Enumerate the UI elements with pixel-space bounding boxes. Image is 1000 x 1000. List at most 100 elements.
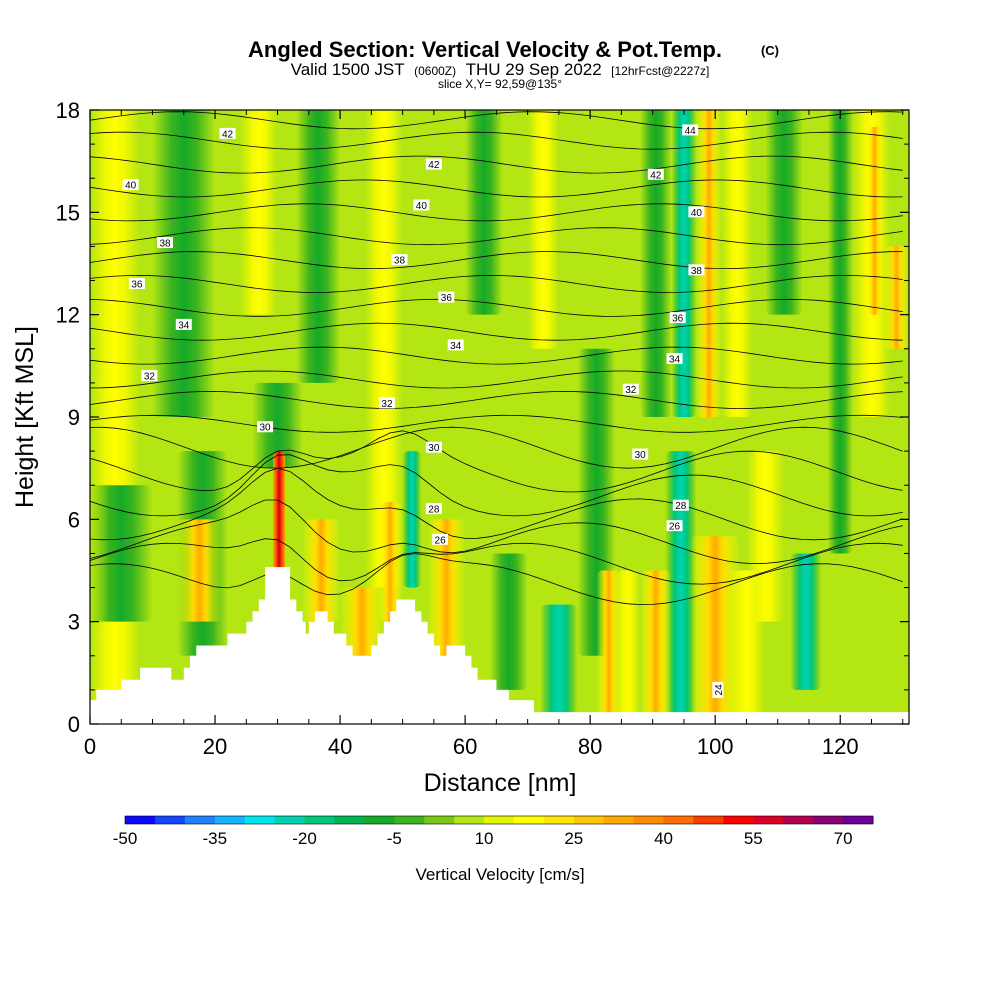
colorbar-frame [124,815,874,825]
velocity-cell [490,553,528,690]
contour-label-box [257,421,274,433]
velocity-cell [296,110,341,383]
theta-contours [90,111,903,606]
colorbar-swatch [723,816,754,824]
velocity-cell [727,570,766,714]
theta-contour-label: 26 [432,533,449,546]
velocity-cell [177,519,222,622]
theta-contour-label: 28 [425,503,442,516]
theta-contour-label: 36 [438,291,455,304]
contour-label-text: 38 [394,256,406,267]
y-tick-label: 12 [56,303,80,328]
theta-contour-label: 44 [682,124,699,137]
x-tick-label: 0 [84,734,96,759]
colorbar-swatch [454,816,485,824]
colorbar-swatch [513,816,545,824]
theta-contour-line [90,467,903,541]
theta-contour-line [90,298,903,317]
theta-contour-line [90,322,903,341]
theta-contour-label: 40 [122,179,139,192]
theta-contour-line [90,454,903,517]
velocity-cell [883,246,909,349]
colorbar-tick-label: 25 [564,829,583,848]
x-tick-label: 20 [203,734,227,759]
slice-label: slice X,Y= 92,59@135° [438,77,562,91]
contour-label-box [128,277,145,289]
x-tick-label: 100 [697,734,734,759]
contour-label-box [391,254,408,266]
theta-contour-line [90,346,903,365]
terrain [90,567,909,724]
theta-contour-label: 36 [128,277,145,290]
contour-label-box [622,383,639,395]
contour-label-text: 36 [672,314,684,325]
colorbar-swatch [184,816,216,824]
contour-label-text: 26 [435,535,447,546]
contour-label-text: 44 [685,126,697,137]
y-tick-label: 6 [68,507,80,532]
colorbar-swatch [603,816,635,824]
theta-contour-label: 42 [647,168,664,181]
contour-label-text: 38 [159,239,171,250]
contour-label-box [413,199,430,211]
velocity-cell [340,587,384,656]
contour-label-text: 36 [131,279,143,290]
theta-contour-line [90,179,903,198]
contour-label-box [157,237,174,249]
colorbar-swatch [843,816,874,824]
contour-label-box [666,520,683,532]
x-tick-label: 80 [578,734,602,759]
subtitle-date: THU 29 Sep 2022 [466,60,602,79]
colorbar-swatch [125,816,156,824]
theta-contour-label: 42 [425,158,442,171]
velocity-cell [640,570,672,714]
velocity-cell [527,110,559,349]
theta-contour-label: 30 [425,441,442,454]
theta-contour-line [90,274,903,293]
theta-contour-line [90,538,903,585]
theta-contour-label: 26 [666,520,683,533]
colorbar-swatch [753,816,784,824]
colorbar-tick-label: 40 [654,829,673,848]
contour-label-box [647,168,664,180]
contour-label-text: 30 [635,450,647,461]
theta-contour-label: 34 [175,318,192,331]
theta-contour-label: 28 [672,499,689,512]
contour-label-text: 28 [675,501,687,512]
theta-contour-label: 34 [447,339,464,352]
colorbar-swatch [244,816,276,824]
theta-contour-line [90,227,903,246]
subtitle-forecast: [12hrFcst@2227z] [611,64,709,78]
contour-label-box [688,206,705,218]
colorbar-swatch [663,816,694,824]
theta-contour-line [90,155,903,174]
colorbar-swatch [304,816,335,824]
contour-label-box [425,441,442,453]
velocity-cell [465,110,503,315]
contour-label-text: 30 [259,423,271,434]
theta-contour-label: 24 [712,681,725,698]
contour-label-box [669,312,686,324]
contour-label-text: 34 [669,355,681,366]
theta-contour-label: 40 [413,199,430,212]
contour-label-box [712,681,724,698]
x-tick-label: 60 [453,734,477,759]
velocity-cell [790,553,822,690]
theta-contour-label: 32 [141,370,158,383]
velocity-cell [240,110,278,315]
colorbar-swatch [543,816,575,824]
contour-label-box [688,264,705,276]
theta-contour-line [90,131,903,150]
velocity-cell [640,110,672,417]
chart-subtitle: Valid 1500 JST (0600Z) THU 29 Sep 2022 [… [291,60,710,79]
velocity-cell [252,382,303,469]
contour-label-text: 24 [714,684,725,696]
theta-contour-line [90,390,903,409]
contour-label-box [447,339,464,351]
contour-label-text: 34 [178,320,190,331]
contour-label-text: 36 [441,293,453,304]
velocity-cell [765,110,803,315]
contour-label-text: 40 [125,181,137,192]
theta-contour-label: 30 [257,421,274,434]
